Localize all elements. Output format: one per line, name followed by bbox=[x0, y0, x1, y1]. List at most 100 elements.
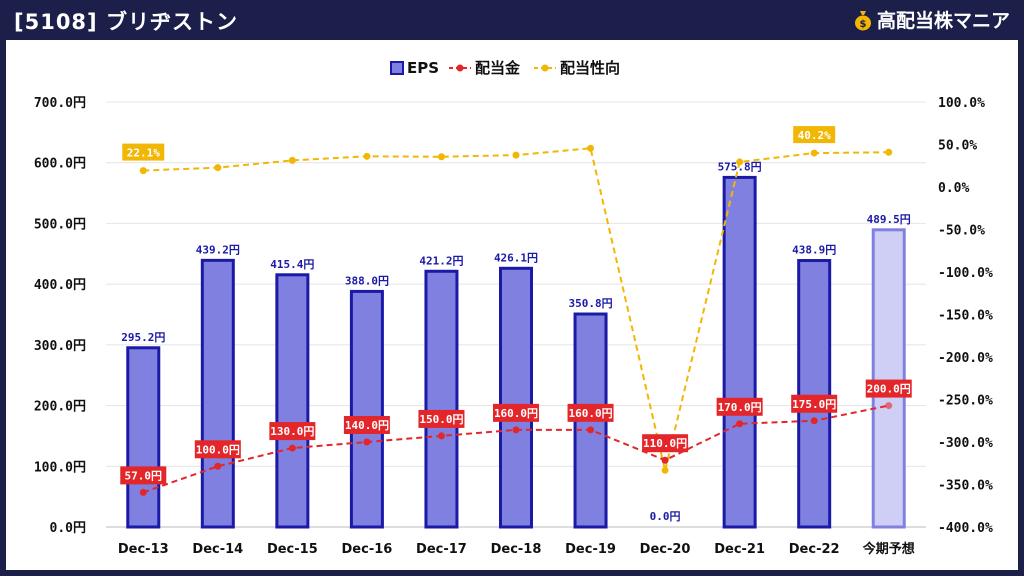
right-tick-label: -350.0% bbox=[938, 479, 993, 494]
eps-data-label: 489.5円 bbox=[867, 213, 911, 226]
legend-payout-marker bbox=[541, 64, 549, 72]
eps-data-label: 439.2円 bbox=[196, 243, 240, 256]
x-tick-label: 今期予想 bbox=[862, 541, 915, 557]
left-tick-label: 200.0円 bbox=[34, 400, 86, 415]
legend-dividend-marker bbox=[456, 64, 464, 72]
legend-eps-swatch bbox=[390, 61, 404, 75]
dividend-label-box bbox=[642, 434, 689, 453]
eps-bar bbox=[424, 269, 459, 529]
payout-point bbox=[214, 164, 222, 172]
dividend-point bbox=[736, 420, 744, 428]
brand-name: 高配当株マニア bbox=[876, 10, 1010, 32]
x-tick-label: Dec-15 bbox=[267, 542, 318, 557]
dividend-data-label: 110.0円 bbox=[643, 437, 687, 450]
dividend-data-label: 150.0円 bbox=[419, 413, 463, 426]
dividend-point bbox=[661, 456, 669, 464]
dividend-label-box bbox=[791, 394, 838, 413]
payout-point bbox=[363, 152, 371, 160]
payout-point bbox=[736, 158, 744, 166]
dividend-label-box bbox=[567, 403, 614, 422]
left-tick-label: 300.0円 bbox=[34, 339, 86, 354]
dividend-label-box bbox=[120, 466, 167, 485]
dividend-data-label: 160.0円 bbox=[568, 407, 612, 420]
dividend-label-box bbox=[865, 379, 912, 398]
dividend-point bbox=[512, 426, 520, 434]
dividend-data-label: 200.0円 bbox=[867, 383, 911, 396]
dividend-label-box bbox=[269, 422, 316, 441]
right-tick-label: 50.0% bbox=[938, 139, 977, 154]
money-bag-icon: $ bbox=[854, 10, 871, 30]
dividend-point bbox=[288, 444, 296, 452]
dividend-point bbox=[437, 432, 445, 440]
payout-data-label: 40.2% bbox=[798, 129, 831, 142]
dividend-point bbox=[139, 488, 147, 496]
x-tick-label: Dec-21 bbox=[714, 542, 765, 557]
payout-point bbox=[661, 466, 669, 474]
x-tick-label: Dec-16 bbox=[342, 542, 393, 557]
eps-data-label: 388.0円 bbox=[345, 274, 389, 287]
dividend-point bbox=[810, 417, 818, 425]
left-tick-label: 400.0円 bbox=[34, 278, 86, 293]
eps-data-label: 295.2円 bbox=[121, 331, 165, 344]
chart-title: [5108] ブリヂストン bbox=[14, 10, 238, 34]
payout-data-label: 22.1% bbox=[127, 147, 160, 160]
right-tick-label: -300.0% bbox=[938, 436, 993, 451]
legend-eps-label: EPS bbox=[407, 59, 439, 77]
right-tick-label: 0.0% bbox=[938, 181, 969, 196]
x-tick-label: Dec-18 bbox=[491, 542, 542, 557]
right-tick-label: -150.0% bbox=[938, 309, 993, 324]
dividend-data-label: 57.0円 bbox=[125, 469, 163, 482]
right-tick-label: -200.0% bbox=[938, 351, 993, 366]
right-tick-label: -100.0% bbox=[938, 266, 993, 281]
x-tick-label: Dec-17 bbox=[416, 542, 467, 557]
eps-data-label: 350.8円 bbox=[568, 297, 612, 310]
eps-bar bbox=[200, 258, 235, 529]
eps-bar bbox=[797, 259, 832, 529]
payout-point bbox=[885, 148, 893, 156]
payout-point bbox=[512, 151, 520, 159]
svg-text:$: $ bbox=[860, 19, 867, 30]
chart-panel: 0.0円 100.0円 200.0円 300.0円 400.0円 500.0円 600.0円… bbox=[6, 40, 1018, 570]
header-bar: [5108] ブリヂストン $ 高配当株マニア bbox=[0, 0, 1024, 40]
x-tick-label: Dec-13 bbox=[118, 542, 169, 557]
eps-data-label: 415.4円 bbox=[270, 258, 314, 271]
payout-point bbox=[139, 167, 147, 175]
dividend-data-label: 175.0円 bbox=[792, 398, 836, 411]
right-tick-label: -400.0% bbox=[938, 521, 993, 536]
dividend-data-label: 170.0円 bbox=[718, 401, 762, 414]
payout-point bbox=[810, 149, 818, 157]
left-tick-label: 600.0円 bbox=[34, 157, 86, 172]
right-tick-label: -250.0% bbox=[938, 394, 993, 409]
eps-bar bbox=[349, 289, 384, 529]
x-tick-label: Dec-19 bbox=[565, 542, 616, 557]
dividend-data-label: 160.0円 bbox=[494, 407, 538, 420]
right-tick-label: -50.0% bbox=[938, 224, 985, 239]
eps-bar bbox=[499, 266, 533, 529]
dividend-point bbox=[214, 462, 222, 470]
dividend-label-box bbox=[418, 409, 465, 428]
left-tick-label: 700.0円 bbox=[34, 96, 86, 111]
dividend-label-box bbox=[194, 440, 241, 459]
payout-point bbox=[437, 153, 445, 161]
dividend-data-label: 130.0円 bbox=[270, 425, 314, 438]
payout-label-box bbox=[122, 143, 165, 161]
eps-bar bbox=[722, 175, 757, 529]
dividend-label-box bbox=[343, 416, 390, 434]
dividend-label-box bbox=[493, 403, 539, 422]
x-tick-label: Dec-14 bbox=[192, 542, 243, 557]
left-tick-label: 500.0円 bbox=[34, 217, 86, 232]
dividend-data-label: 100.0円 bbox=[196, 443, 240, 456]
payout-point bbox=[587, 144, 595, 152]
payout-label-box bbox=[793, 126, 836, 144]
eps-bar bbox=[275, 273, 310, 529]
dividend-point bbox=[885, 402, 893, 410]
dividend-point bbox=[587, 426, 595, 434]
legend-payout-label: 配当性向 bbox=[560, 59, 620, 77]
x-tick-label: Dec-22 bbox=[789, 542, 840, 557]
right-tick-label: 100.0% bbox=[938, 96, 985, 111]
eps-data-label: 438.9円 bbox=[792, 244, 836, 257]
dividend-label-box bbox=[716, 397, 763, 416]
chart-svg: 0.0円 100.0円 200.0円 300.0円 400.0円 500.0円 600.0円… bbox=[34, 59, 993, 557]
left-tick-label: 100.0円 bbox=[34, 460, 86, 475]
